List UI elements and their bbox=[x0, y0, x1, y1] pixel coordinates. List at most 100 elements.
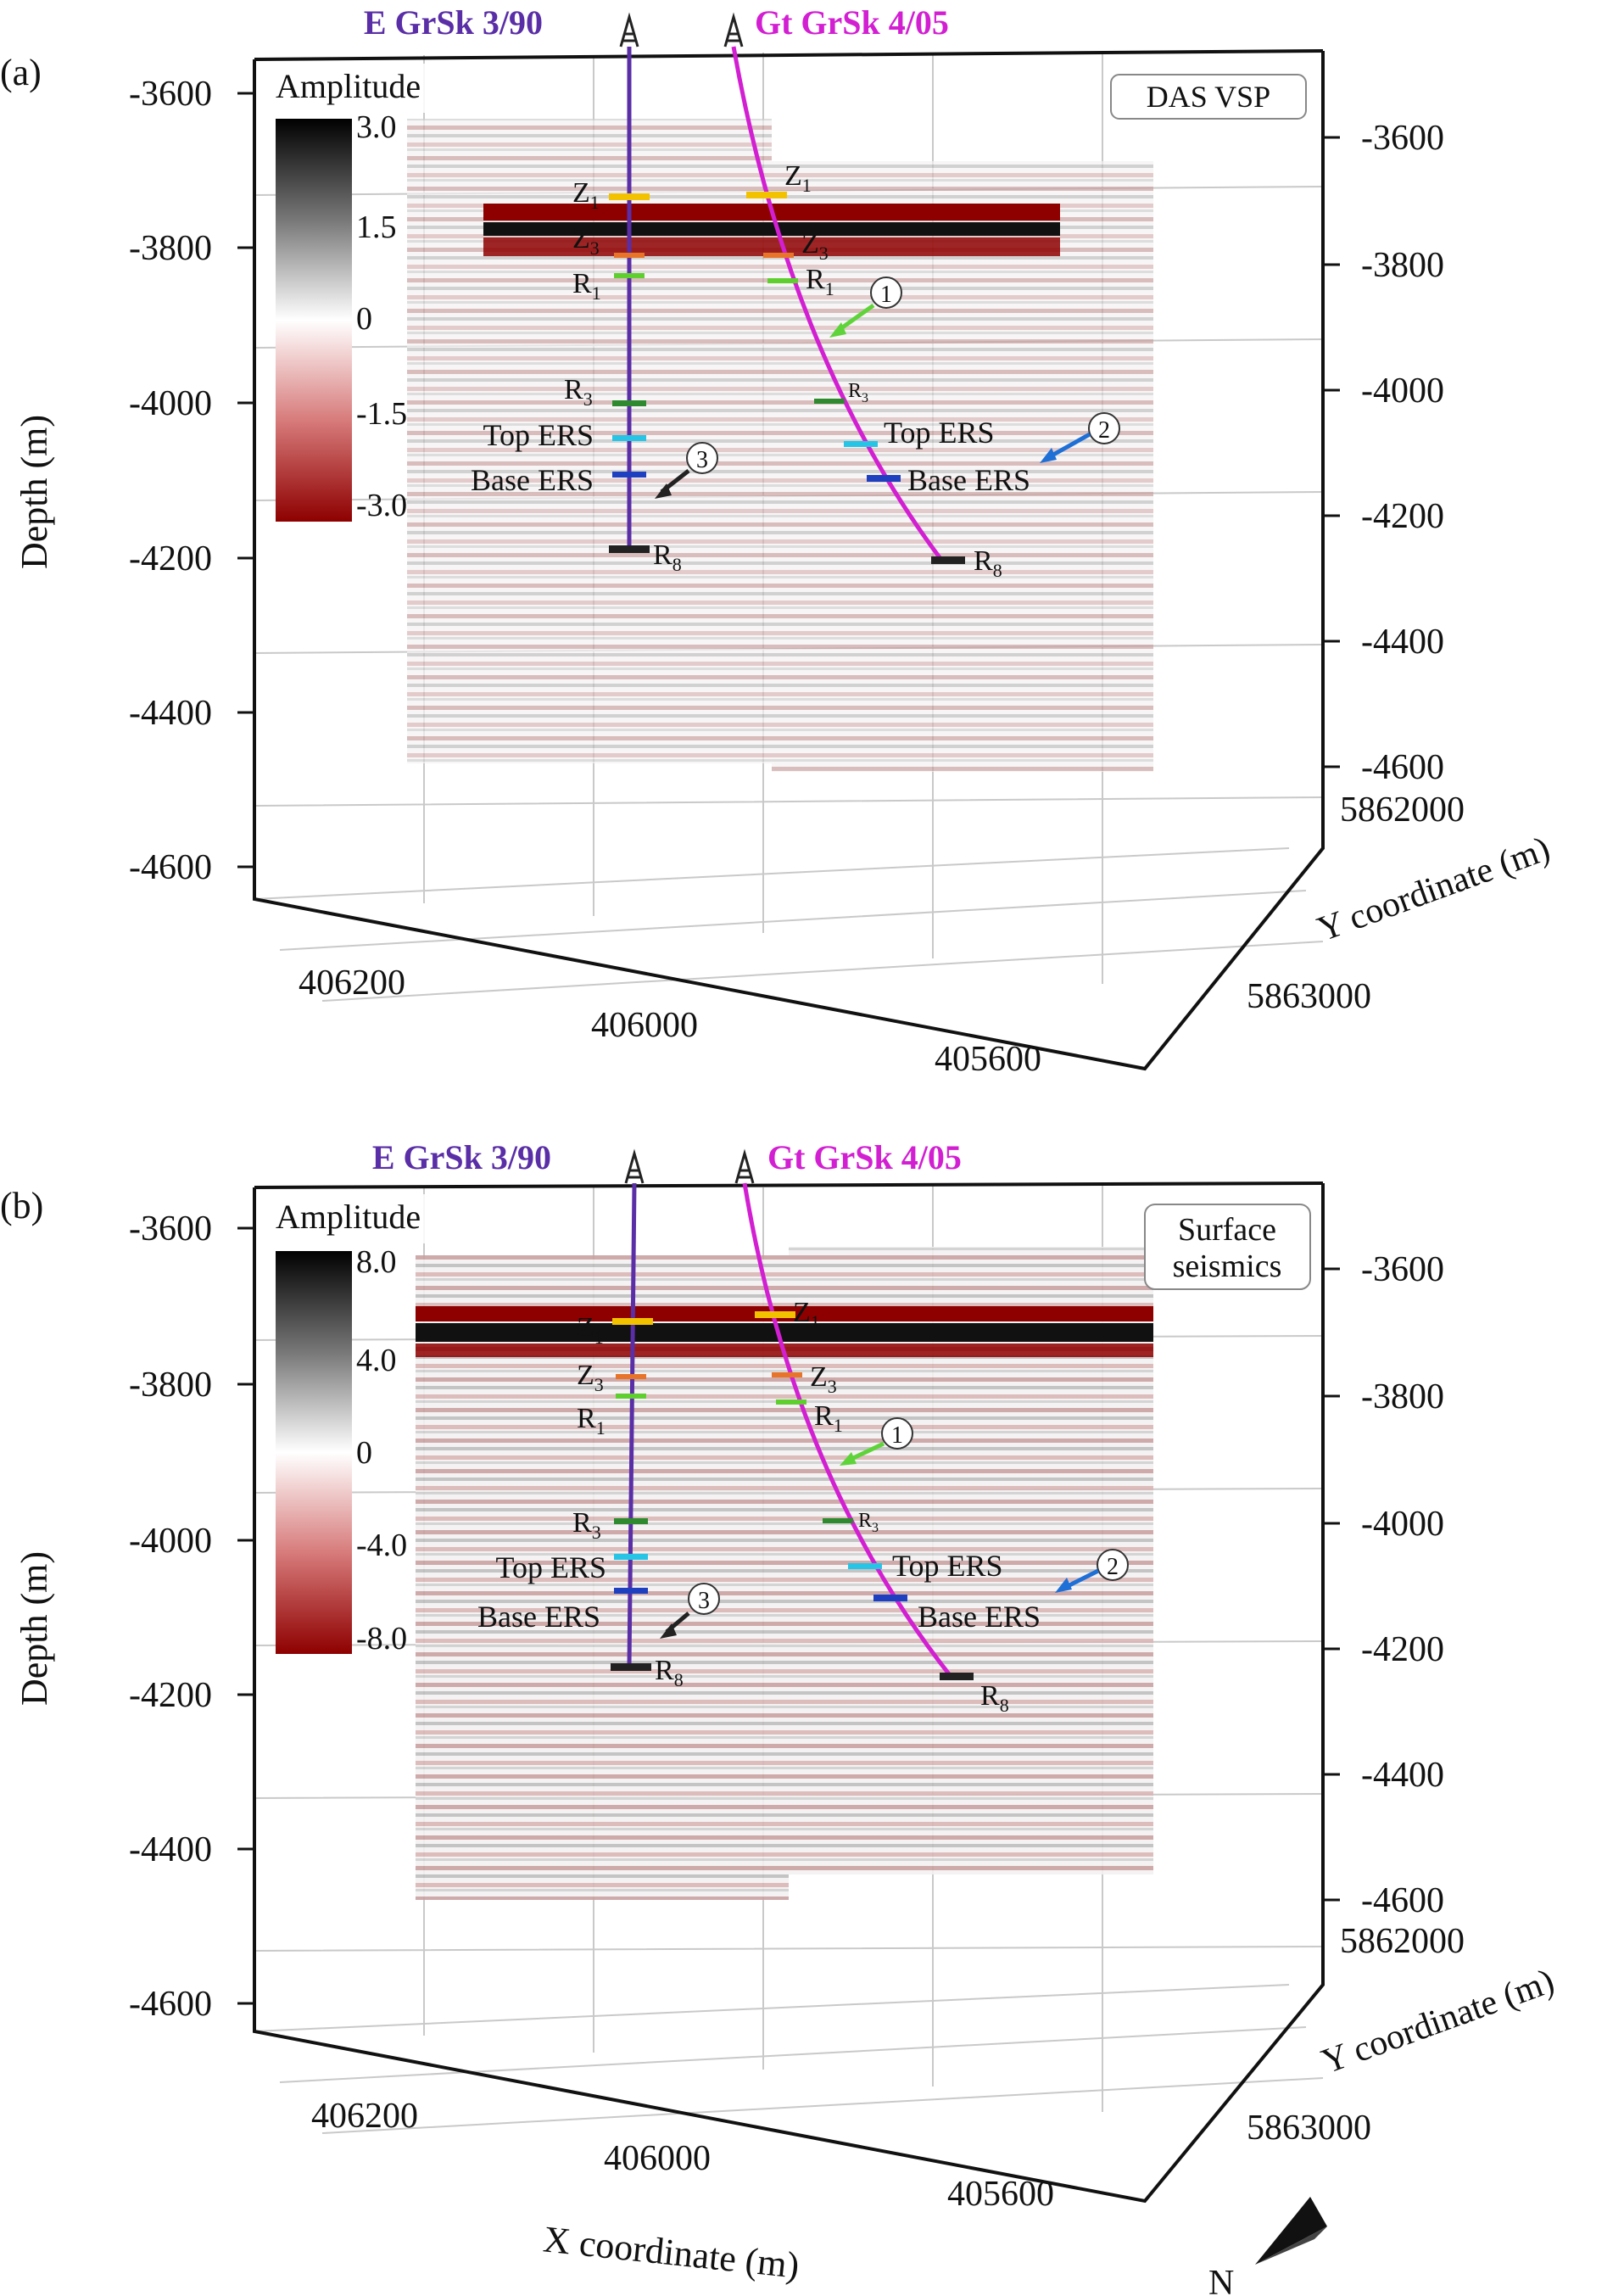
derrick-icon bbox=[624, 1148, 645, 1184]
marker-label: R1 bbox=[806, 264, 834, 299]
derrick-icon bbox=[619, 12, 639, 47]
panel-b-axes-box bbox=[253, 1183, 1325, 2204]
panel-a-callout-3: 3 bbox=[655, 442, 718, 499]
marker-label: Base ERS bbox=[471, 463, 594, 497]
x-tick: 406000 bbox=[604, 2139, 711, 2178]
panel-a-axes-box bbox=[253, 51, 1325, 1071]
colorbar-title: Amplitude bbox=[276, 67, 421, 105]
panel-b-mode-label-line2: seismics bbox=[1173, 1249, 1282, 1284]
colorbar-scale bbox=[276, 119, 352, 522]
svg-text:1: 1 bbox=[891, 1422, 903, 1449]
well-left-name: E GrSk 3/90 bbox=[364, 3, 543, 42]
panel-b-strong-reflector-black bbox=[416, 1323, 1153, 1342]
panel-b-mode-label-line1: Surface bbox=[1178, 1212, 1276, 1248]
z3-marker bbox=[616, 1374, 646, 1379]
depth-tick: -4400 bbox=[1361, 1756, 1444, 1795]
r8-marker bbox=[940, 1673, 974, 1680]
x-tick: 405600 bbox=[947, 2175, 1054, 2214]
panel-a-left-depth-ticks: -3600 -3800 -4000 -4200 -4400 -4600 bbox=[129, 75, 254, 887]
panel-a-seismic-right bbox=[772, 161, 1153, 772]
depth-tick: -4000 bbox=[129, 384, 212, 423]
marker-label: R1 bbox=[577, 1403, 606, 1438]
marker-label: Z3 bbox=[577, 1360, 604, 1395]
marker-label: R3 bbox=[858, 1510, 879, 1535]
z3-marker bbox=[772, 1372, 802, 1377]
panel-b-y-axis-label: Y coordinate (m) bbox=[1317, 1962, 1560, 2082]
z3-marker bbox=[763, 253, 794, 258]
marker-label: R3 bbox=[848, 380, 868, 405]
panel-b: (b) -3600 -3800 -4000 -4200 -4400 -4600 … bbox=[0, 1138, 1560, 2296]
r8-marker bbox=[609, 545, 650, 553]
panel-b-top-edge bbox=[254, 1182, 1324, 1189]
marker-label: Z1 bbox=[793, 1297, 820, 1332]
panel-a-left-markers: Z1 Z3 R1 R3 Top ERS Base ERS R8 bbox=[471, 177, 682, 575]
panel-b-right-markers: Z1 Z3 R1 R3 Top ERS Base ERS R8 bbox=[755, 1297, 1041, 1716]
top-ers-marker bbox=[614, 1554, 648, 1560]
panel-b-left-depth-ticks: -3600 -3800 -4000 -4200 -4400 -4600 bbox=[129, 1209, 254, 2024]
panel-b-seismic-left bbox=[416, 1255, 789, 1900]
x-tick: 405600 bbox=[935, 1040, 1041, 1079]
panel-b-x-axis-label: X coordinate (m) bbox=[541, 2218, 801, 2286]
depth-tick: -4400 bbox=[1361, 623, 1444, 662]
marker-label: R8 bbox=[980, 1680, 1009, 1716]
top-ers-marker bbox=[848, 1563, 882, 1569]
y-tick: 5863000 bbox=[1247, 2109, 1371, 2148]
panel-b-callout-1: 1 bbox=[840, 1417, 913, 1466]
well-right-trajectory bbox=[731, 46, 944, 561]
colorbar-tick: 3.0 bbox=[356, 109, 397, 145]
top-ers-marker bbox=[612, 435, 646, 441]
panel-b-label: (b) bbox=[0, 1185, 43, 1226]
panel-a: (a) -3600 -3800 -4000 -4200 -4400 -4600 … bbox=[0, 3, 1555, 1079]
y-tick: 5862000 bbox=[1340, 790, 1465, 830]
panel-a-mode-box bbox=[1110, 74, 1307, 120]
colorbar-tick: -1.5 bbox=[356, 396, 407, 432]
north-label: N bbox=[1208, 2264, 1234, 2296]
marker-label: Z1 bbox=[572, 177, 600, 213]
panel-a-mode-label: DAS VSP bbox=[1147, 80, 1270, 114]
r3-marker bbox=[612, 400, 646, 406]
colorbar-tick: 0 bbox=[356, 301, 372, 337]
marker-label: R8 bbox=[974, 545, 1002, 581]
depth-tick: -4400 bbox=[129, 1830, 212, 1869]
x-tick: 406000 bbox=[591, 1006, 698, 1045]
marker-label: R1 bbox=[572, 268, 601, 304]
depth-tick: -4600 bbox=[129, 1985, 212, 2024]
depth-tick: -3800 bbox=[1361, 1377, 1444, 1416]
r1-marker bbox=[767, 278, 798, 283]
r1-marker bbox=[776, 1399, 806, 1405]
svg-text:2: 2 bbox=[1098, 417, 1110, 444]
panel-b-callout-2: 2 bbox=[1055, 1549, 1129, 1593]
svg-text:1: 1 bbox=[880, 282, 892, 308]
depth-tick: -4000 bbox=[129, 1522, 212, 1561]
colorbar-title: Amplitude bbox=[276, 1198, 421, 1236]
base-ers-marker bbox=[873, 1595, 907, 1601]
marker-label: Base ERS bbox=[477, 1600, 600, 1634]
depth-tick: -4200 bbox=[129, 539, 212, 578]
r3-marker bbox=[614, 1518, 648, 1524]
r1-marker bbox=[614, 273, 645, 278]
colorbar-tick: -4.0 bbox=[356, 1528, 407, 1563]
depth-tick: -3600 bbox=[1361, 119, 1444, 158]
depth-tick: -3800 bbox=[1361, 246, 1444, 285]
colorbar-tick: -3.0 bbox=[356, 488, 407, 523]
colorbar-tick: -8.0 bbox=[356, 1621, 407, 1656]
marker-label: R8 bbox=[653, 539, 682, 575]
depth-tick: -4600 bbox=[1361, 1881, 1444, 1920]
depth-tick: -3800 bbox=[129, 229, 212, 268]
x-tick: 406200 bbox=[299, 964, 405, 1003]
depth-tick: -4600 bbox=[129, 848, 212, 887]
panel-a-callout-2: 2 bbox=[1040, 412, 1120, 463]
marker-label: Z1 bbox=[577, 1312, 604, 1348]
marker-label: R3 bbox=[572, 1507, 601, 1543]
r8-marker bbox=[611, 1663, 651, 1671]
marker-label: R8 bbox=[655, 1655, 684, 1690]
north-arrow-icon bbox=[1255, 2197, 1327, 2265]
marker-label: R1 bbox=[814, 1400, 843, 1436]
panel-b-right-depth-ticks: -3600 -3800 -4000 -4200 -4400 -4600 bbox=[1323, 1250, 1444, 1920]
well-right-name: Gt GrSk 4/05 bbox=[767, 1138, 962, 1176]
panel-a-depth-label: Depth (m) bbox=[14, 415, 55, 569]
colorbar-tick: 0 bbox=[356, 1435, 372, 1471]
marker-label: Top ERS bbox=[892, 1549, 1003, 1583]
panel-a-colorbar: Amplitude 3.0 1.5 0 -1.5 -3.0 bbox=[270, 64, 473, 523]
